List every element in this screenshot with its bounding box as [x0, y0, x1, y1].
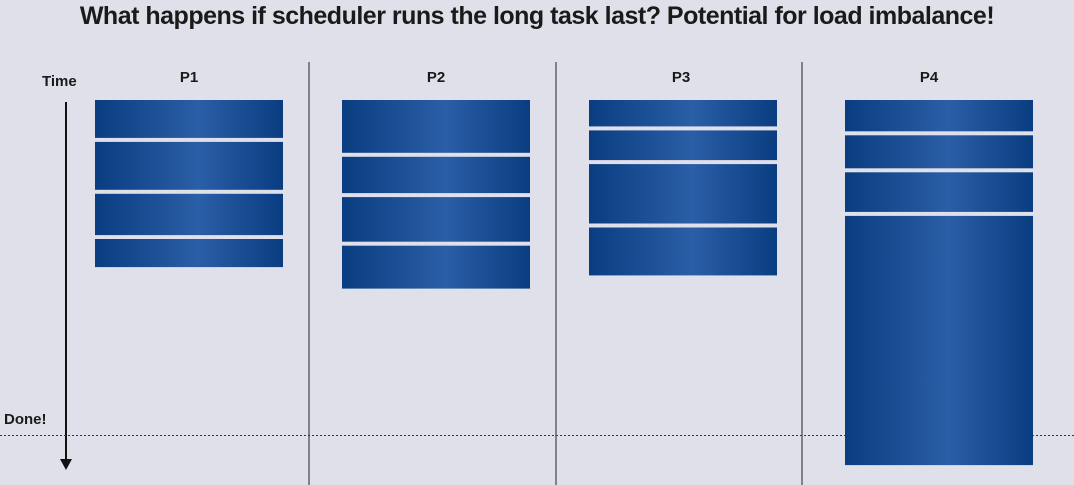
page-title: What happens if scheduler runs the long … — [79, 2, 995, 30]
task-block — [342, 245, 530, 289]
task-block — [845, 100, 1033, 132]
task-block — [95, 100, 283, 138]
task-block — [95, 239, 283, 268]
time-axis-arrowhead-icon — [60, 459, 72, 470]
task-block — [95, 141, 283, 190]
task-block — [342, 100, 530, 153]
task-block — [589, 130, 777, 161]
task-block — [845, 215, 1033, 466]
processor-label-p4: P4 — [920, 69, 939, 86]
task-block — [589, 164, 777, 224]
processor-label-p1: P1 — [180, 69, 198, 86]
time-axis-label: Time — [42, 73, 77, 90]
processor-label-p2: P2 — [427, 69, 445, 86]
task-block — [589, 227, 777, 276]
task-block — [342, 156, 530, 194]
task-block — [589, 100, 777, 127]
task-block — [342, 197, 530, 242]
task-block — [95, 193, 283, 236]
processor-label-p3: P3 — [672, 69, 690, 86]
task-block — [845, 135, 1033, 169]
done-label: Done! — [4, 411, 47, 428]
task-block — [845, 172, 1033, 212]
